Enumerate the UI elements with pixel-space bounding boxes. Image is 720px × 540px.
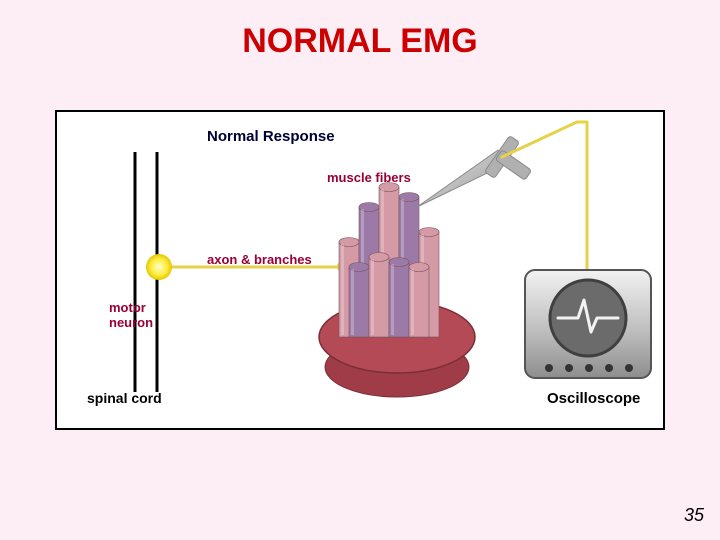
motor-neuron-dot	[146, 254, 172, 280]
label-oscilloscope: Oscilloscope	[547, 390, 640, 407]
needle-electrode	[417, 136, 532, 207]
muscle-fibers	[319, 183, 475, 398]
oscilloscope	[525, 270, 651, 378]
slide-title: NORMAL EMG	[0, 22, 720, 61]
label-normal-response: Normal Response	[207, 128, 335, 145]
label-muscle-fibers: muscle fibers	[327, 170, 411, 185]
label-spinal-cord: spinal cord	[87, 390, 162, 406]
page-number: 35	[684, 505, 704, 526]
label-axon-branches: axon & branches	[207, 252, 312, 267]
figure-frame: Normal Response muscle fibers axon & bra…	[55, 110, 665, 430]
diagram-svg	[57, 112, 663, 428]
label-motor-neuron: motor neuron	[109, 300, 153, 330]
slide: NORMAL EMG	[0, 0, 720, 540]
